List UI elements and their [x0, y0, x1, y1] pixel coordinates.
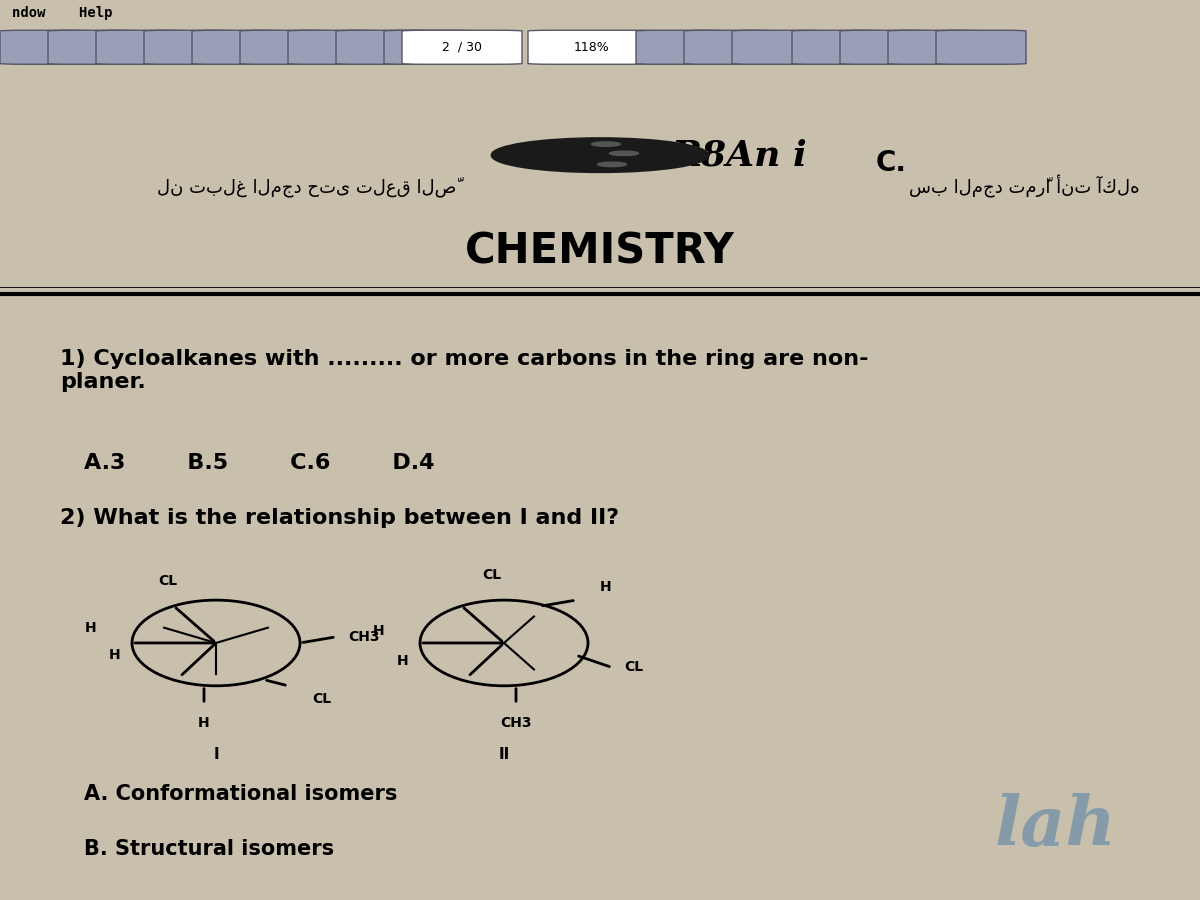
Text: CL: CL: [624, 661, 643, 674]
FancyBboxPatch shape: [192, 31, 282, 64]
FancyBboxPatch shape: [888, 31, 978, 64]
Circle shape: [610, 151, 638, 156]
FancyBboxPatch shape: [732, 31, 822, 64]
Circle shape: [492, 139, 708, 172]
FancyBboxPatch shape: [636, 31, 726, 64]
Text: CH3: CH3: [348, 630, 379, 644]
Text: سب المجد تمرّا أنت آكله: سب المجد تمرّا أنت آكله: [910, 175, 1140, 198]
Text: CL: CL: [312, 692, 331, 706]
Text: 2) What is the relationship between I and II?: 2) What is the relationship between I an…: [60, 508, 619, 528]
Text: H: H: [372, 624, 384, 638]
Text: H: H: [84, 621, 96, 634]
FancyBboxPatch shape: [336, 31, 426, 64]
Text: lah: lah: [995, 793, 1117, 860]
Text: II: II: [498, 747, 510, 762]
FancyBboxPatch shape: [684, 31, 774, 64]
Text: CL: CL: [482, 568, 502, 581]
Text: B. Structural isomers: B. Structural isomers: [84, 839, 334, 859]
Circle shape: [592, 142, 620, 147]
FancyBboxPatch shape: [936, 31, 1026, 64]
Text: H: H: [396, 654, 408, 669]
FancyBboxPatch shape: [0, 31, 90, 64]
Circle shape: [598, 162, 626, 166]
Text: ndow    Help: ndow Help: [12, 6, 113, 21]
FancyBboxPatch shape: [840, 31, 930, 64]
Text: A. Conformational isomers: A. Conformational isomers: [84, 784, 397, 804]
Text: لن تبلغ المجد حتى تلعق الصّ: لن تبلغ المجد حتى تلعق الصّ: [157, 176, 456, 197]
Text: 118%: 118%: [574, 40, 610, 54]
Text: I: I: [214, 747, 218, 762]
Text: H: H: [108, 648, 120, 662]
Text: H: H: [198, 716, 210, 731]
FancyBboxPatch shape: [48, 31, 138, 64]
FancyBboxPatch shape: [96, 31, 186, 64]
FancyBboxPatch shape: [384, 31, 474, 64]
FancyBboxPatch shape: [240, 31, 330, 64]
FancyBboxPatch shape: [528, 31, 654, 64]
Text: R8An i: R8An i: [672, 139, 808, 172]
FancyBboxPatch shape: [402, 31, 522, 64]
FancyBboxPatch shape: [144, 31, 234, 64]
FancyBboxPatch shape: [288, 31, 378, 64]
Text: 1) Cycloalkanes with ......... or more carbons in the ring are non-
planer.: 1) Cycloalkanes with ......... or more c…: [60, 349, 869, 392]
Text: C.: C.: [876, 148, 907, 176]
Text: 2  / 30: 2 / 30: [442, 40, 482, 54]
Text: CHEMISTRY: CHEMISTRY: [466, 230, 734, 272]
Text: H: H: [600, 580, 612, 594]
Text: A.3        B.5        C.6        D.4: A.3 B.5 C.6 D.4: [84, 454, 434, 473]
FancyBboxPatch shape: [792, 31, 882, 64]
Text: CH3: CH3: [500, 716, 532, 731]
Text: CL: CL: [158, 574, 178, 588]
